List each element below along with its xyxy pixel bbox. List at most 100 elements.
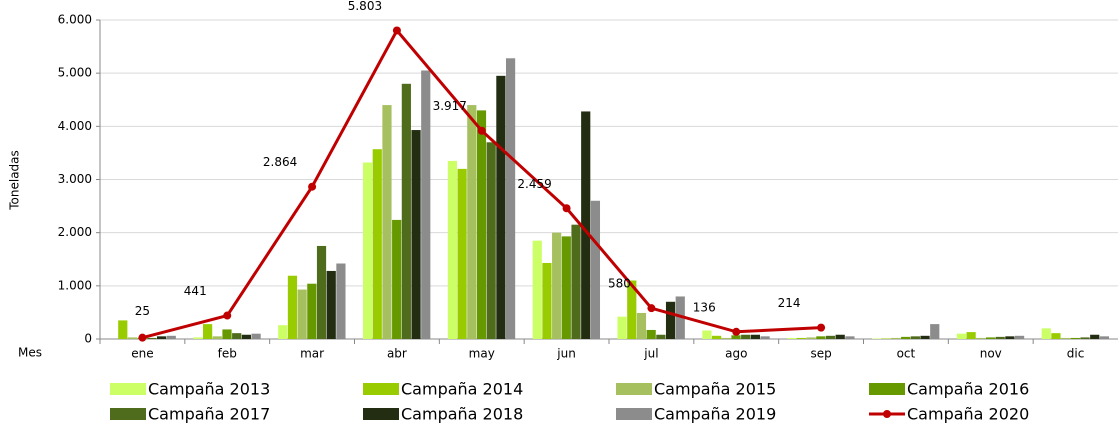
bar [901,336,911,339]
bar [1041,328,1051,339]
y-tick-label: 2.000 [58,225,92,239]
bar [232,333,242,339]
bar [665,301,676,339]
bar [956,333,967,339]
legend-swatch [110,383,146,395]
bar [1014,335,1025,339]
data-label: 441 [184,284,207,298]
bar [127,337,138,339]
bar [825,335,836,339]
data-label: 214 [778,296,801,310]
point [308,182,317,191]
bar [193,337,203,339]
data-label: 136 [693,300,716,314]
bar [447,160,458,339]
bar [721,337,731,339]
y-tick-label: 0 [84,332,92,346]
bar [552,232,562,339]
bar [118,320,128,339]
bar [1070,337,1080,339]
bar [976,337,986,339]
point [732,327,741,336]
bar [712,335,722,339]
legend-label: Campaña 2016 [907,380,1029,399]
bar [1099,336,1110,339]
bar [806,337,816,339]
x-tick-label: ene [131,347,153,361]
bar [796,337,807,339]
point [647,304,656,313]
bar [702,330,712,339]
bar [297,289,307,339]
point [138,333,147,342]
bar [401,83,411,339]
bar [1005,336,1015,339]
bar [627,280,637,339]
bar [307,283,317,339]
x-tick-label: abr [387,347,407,361]
bar [212,336,222,339]
y-tick-label: 6.000 [58,13,92,27]
data-label: 2.459 [517,177,551,191]
bar [251,333,261,339]
x-tick-label: nov [980,347,1002,361]
bar [392,219,402,339]
bar [966,332,976,339]
bar [617,316,627,339]
bar [316,245,327,339]
x-tick-label: dic [1067,347,1085,361]
data-label: 580 [608,277,631,291]
bar [542,262,552,339]
data-label: 5.803 [348,0,382,13]
point [392,26,401,35]
x-tick-label: sep [810,347,831,361]
bar [486,142,496,339]
legend-swatch [869,383,905,395]
point [562,204,571,213]
bar [636,312,647,339]
bar [457,168,467,339]
legend-label: Campaña 2017 [148,405,270,424]
bar [985,337,996,339]
bar [411,130,421,339]
bar [476,110,487,339]
legend-label: Campaña 2014 [401,380,523,399]
bar [590,200,601,339]
data-label: 2.864 [263,155,297,169]
bar [1061,337,1071,339]
bar [278,325,288,339]
bar [871,338,882,339]
x-tick-label: ago [725,347,747,361]
x-tick-label: mar [300,347,324,361]
y-tick-label: 5.000 [58,66,92,80]
x-tick-label: may [469,347,495,361]
x-tick-label: feb [218,347,237,361]
bar [467,105,477,339]
bar [362,162,373,339]
legend-swatch [363,408,399,420]
y-tick-label: 1.000 [58,278,92,292]
bar [881,338,891,339]
bar [930,324,940,339]
x-tick-label: jun [556,347,576,361]
bar [750,334,760,339]
bar [421,70,431,339]
legend-label: Campaña 2013 [148,380,270,399]
bar [845,336,855,339]
bar [731,335,741,339]
bar [920,335,930,339]
bar [287,275,298,339]
y-tick-label: 3.000 [58,172,92,186]
bar [326,270,336,339]
legend-swatch [110,408,146,420]
bar [561,236,571,339]
bar [336,263,346,339]
bar [816,336,826,339]
x-tick-label: jul [643,347,658,361]
bar [910,336,920,339]
y-axis-label: Toneladas [8,150,22,211]
data-label: 3.917 [433,99,467,113]
legend-swatch [363,383,399,395]
bar [995,336,1005,339]
